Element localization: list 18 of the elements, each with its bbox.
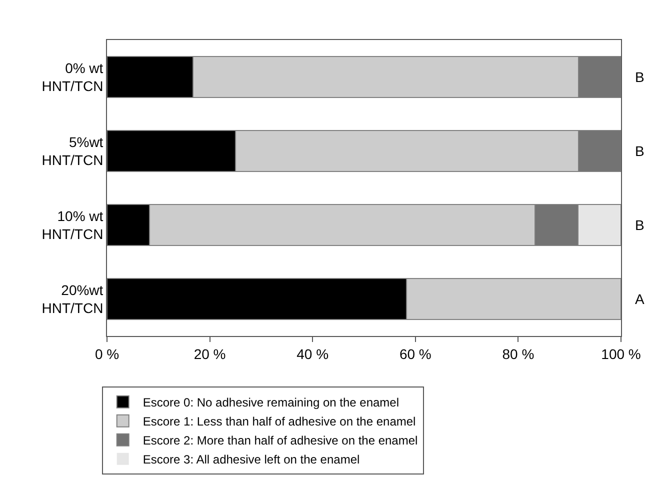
legend-label: Escore 1: Less than half of adhesive on the enamel (142, 414, 416, 428)
legend-label: Escore 3: All adhesive left on the enamel (142, 452, 360, 466)
x-tick-label: 20 % (194, 346, 226, 362)
x-tick-label: 80 % (502, 346, 534, 362)
x-tick-label: 60 % (399, 346, 432, 362)
text: B (635, 69, 644, 85)
legend-label: Escore 2: More than half of adhesive on the enamel (142, 434, 418, 448)
y-tick-label: 20%wt HNT/TCN (42, 282, 104, 316)
text: B (635, 217, 644, 233)
x-tick-label: 40 % (296, 346, 329, 362)
x-tick-label: 0 % (94, 346, 120, 362)
x-tick-label: 100 % (601, 346, 641, 362)
text: A (635, 291, 645, 307)
text: B (635, 143, 644, 159)
y-tick-label: 5%wt HNT/TCN (42, 134, 104, 168)
legend-label: Escore 0: No adhesive remaining on the enamel (142, 396, 400, 410)
y-tick-label: 10% wt HNT/TCN (42, 208, 104, 242)
y-tick-label: 0% wt HNT/TCN (42, 60, 104, 94)
